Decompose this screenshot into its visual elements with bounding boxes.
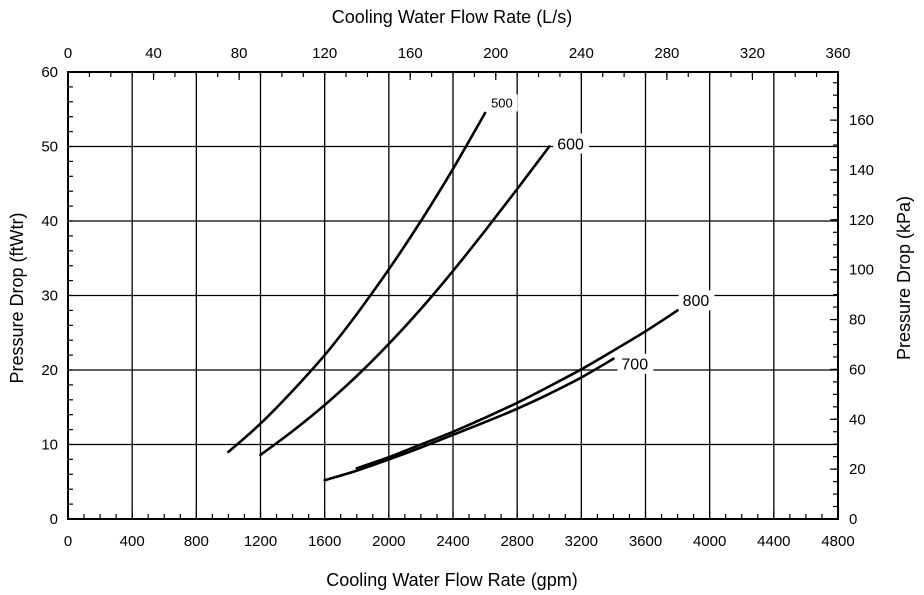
x-axis-title: Cooling Water Flow Rate (gpm) (326, 570, 577, 590)
right-y-tick-label: 140 (849, 162, 874, 179)
x-tick-label: 2800 (500, 533, 533, 550)
x-tick-label: 4000 (693, 533, 726, 550)
x-tick-label: 0 (64, 533, 72, 550)
right-y-axis-title: Pressure Drop (kPa) (894, 196, 914, 360)
x-tick-label: 800 (184, 533, 209, 550)
right-y-tick-label: 100 (849, 262, 874, 279)
y-tick-label: 30 (41, 288, 58, 305)
top-x-tick-label: 0 (64, 45, 72, 62)
x-tick-label: 4400 (757, 533, 790, 550)
y-tick-label: 40 (41, 213, 58, 230)
x-tick-label: 400 (120, 533, 145, 550)
x-tick-label: 3200 (565, 533, 598, 550)
tick-marks (67, 71, 839, 520)
curve-label-bg-600 (553, 133, 590, 154)
y-tick-label: 60 (41, 64, 58, 81)
curve-label-bg-500 (487, 94, 518, 112)
right-y-tick-label: 0 (849, 511, 857, 528)
right-y-tick-label: 120 (849, 212, 874, 229)
curve-label-500: 500 (491, 96, 513, 111)
top-x-tick-label: 320 (740, 45, 765, 62)
x-tick-label: 2000 (372, 533, 405, 550)
top-x-tick-label: 40 (145, 45, 162, 62)
tick-labels: 0 400 800 1200 1600 2000 2400 2800 3200 3600 4000 4… (41, 45, 874, 550)
curve-label-700: 700 (621, 357, 648, 374)
top-x-tick-label: 360 (825, 45, 850, 62)
curve-500 (227, 111, 487, 454)
x-tick-label: 2400 (436, 533, 469, 550)
curves (227, 111, 679, 482)
curve-label-800: 800 (683, 293, 710, 310)
top-x-tick-label: 160 (398, 45, 423, 62)
top-x-tick-label: 200 (483, 45, 508, 62)
right-y-tick-label: 160 (849, 112, 874, 129)
curve-labels: 500 600 700 800 (487, 94, 715, 374)
y-tick-label: 20 (41, 362, 58, 379)
grid (67, 71, 839, 520)
right-y-tick-label: 40 (849, 411, 866, 428)
y-axis-title: Pressure Drop (ftWtr) (7, 212, 27, 383)
right-y-tick-label: 20 (849, 461, 866, 478)
curve-700 (323, 357, 615, 482)
x-tick-label: 3600 (629, 533, 662, 550)
y-tick-label: 0 (50, 511, 58, 528)
x-tick-label: 1600 (308, 533, 341, 550)
x-tick-label: 1200 (244, 533, 277, 550)
y-tick-label: 10 (41, 437, 58, 454)
top-x-tick-label: 280 (654, 45, 679, 62)
curve-label-bg-800 (678, 290, 715, 311)
top-x-tick-label: 240 (569, 45, 594, 62)
y-tick-label: 50 (41, 139, 58, 156)
right-y-tick-label: 60 (849, 361, 866, 378)
curve-800 (355, 309, 679, 470)
x-tick-label: 4800 (821, 533, 854, 550)
curve-600 (259, 145, 551, 457)
top-x-axis-title: Cooling Water Flow Rate (L/s) (332, 7, 572, 27)
right-y-tick-label: 80 (849, 312, 866, 329)
top-x-tick-label: 120 (312, 45, 337, 62)
curve-label-bg-700 (617, 353, 654, 374)
top-x-tick-label: 80 (231, 45, 248, 62)
curve-label-600: 600 (557, 136, 584, 153)
